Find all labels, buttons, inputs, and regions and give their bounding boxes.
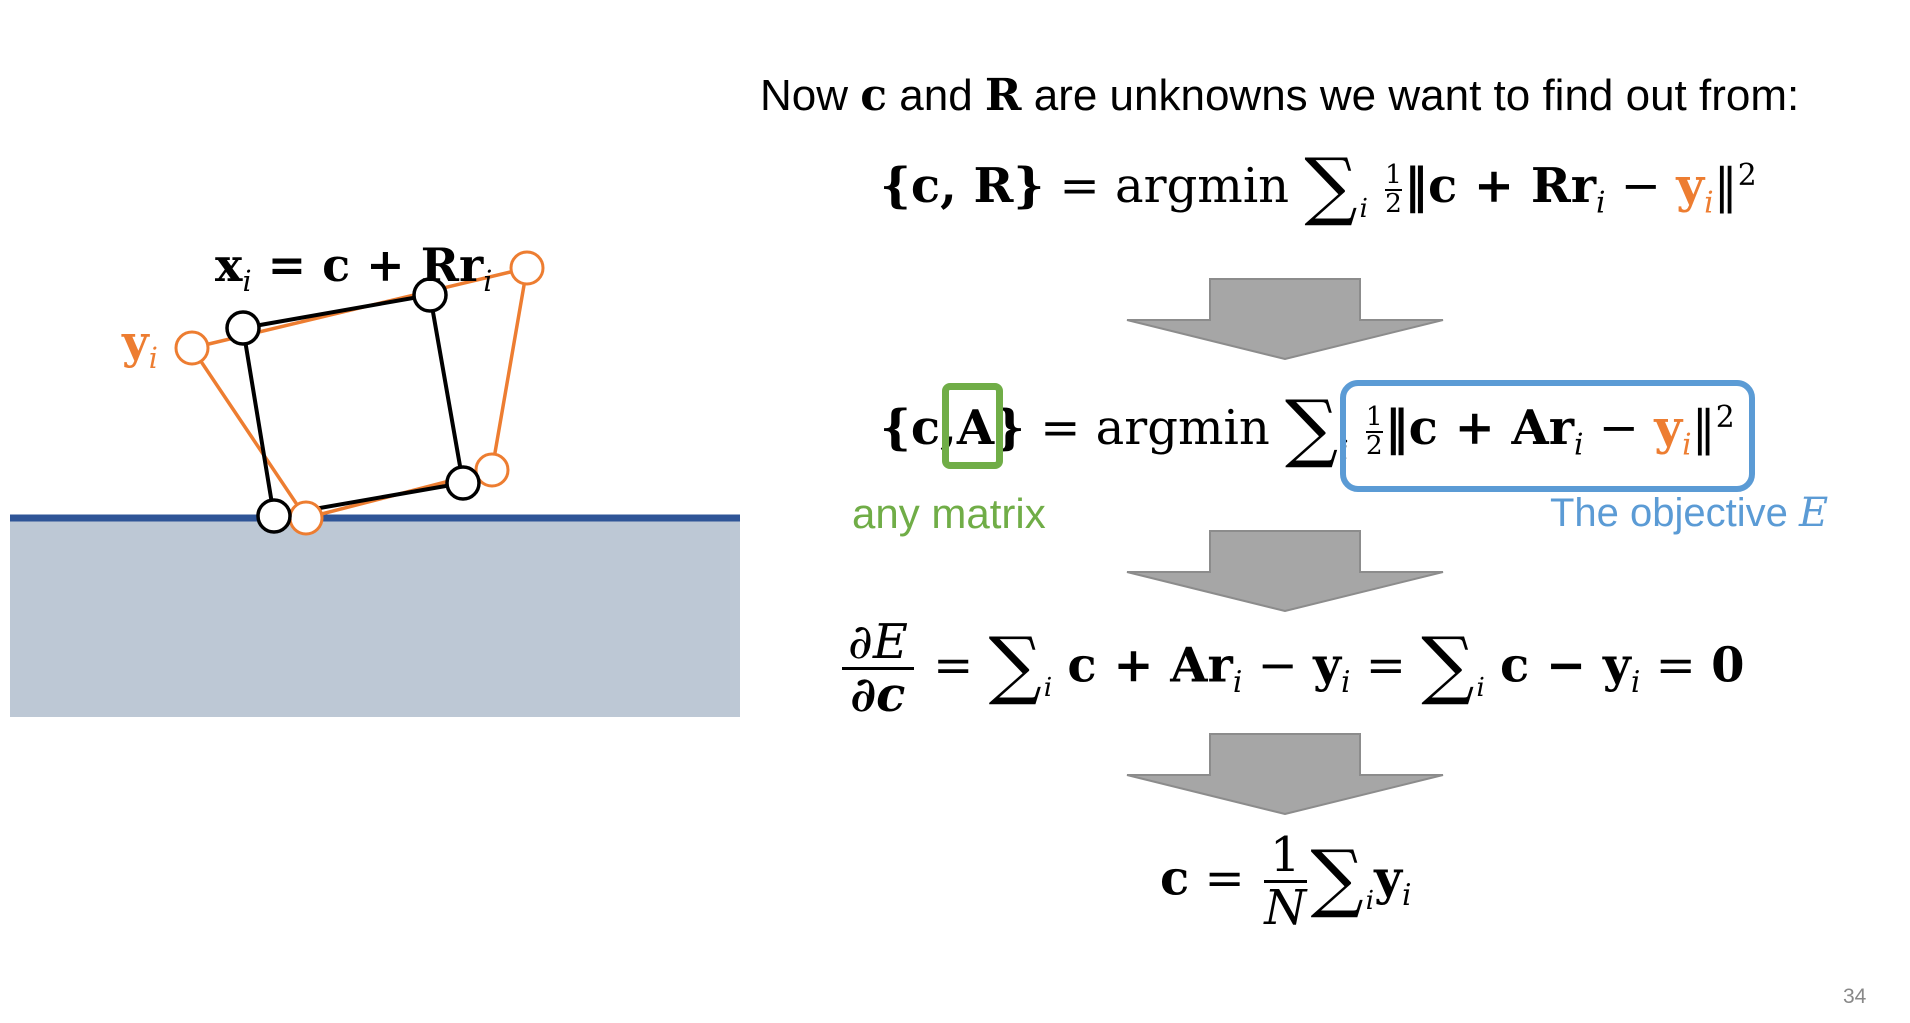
down-arrow [1126, 733, 1444, 815]
model-point [225, 310, 261, 346]
gradient-equation: ∂E ∂c = ∑i c + Ari − yi = ∑i c − yi = 0 [838, 617, 1744, 721]
down-arrow [1126, 530, 1444, 612]
down-arrow [1126, 278, 1444, 360]
intro-text: Now c and R are unknowns we want to find… [760, 70, 1800, 121]
model-point-label: xi = c + Rri [215, 238, 493, 299]
target-point [509, 250, 545, 286]
rigid-body-diagram [10, 250, 740, 717]
any-matrix-label: any matrix [852, 490, 1046, 537]
target-point-label: yi [122, 315, 158, 376]
model-point [445, 465, 481, 501]
objective-highlight-box [1340, 380, 1755, 492]
target-point [474, 452, 510, 488]
ground-block [10, 517, 740, 717]
any-matrix-highlight-box [942, 383, 1003, 469]
model-point [256, 498, 292, 534]
rigid-objective-equation: {c, R} = argmin ∑i 1 2 ‖c + Rri − yi‖2 [880, 141, 1757, 229]
target-point [174, 330, 210, 366]
model-point [412, 277, 448, 313]
objective-label: The objective E [1550, 490, 1829, 536]
page-number: 34 [1843, 985, 1867, 1008]
target-point [288, 500, 324, 536]
closed-form-solution: c = 1 N ∑iyi [1160, 827, 1412, 937]
